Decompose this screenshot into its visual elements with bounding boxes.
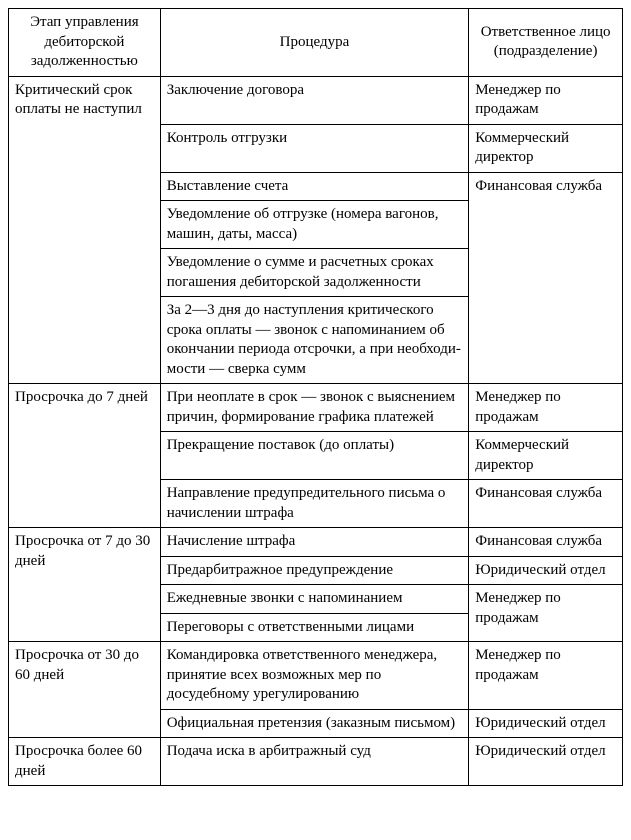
responsible-cell: Юридический отдел — [469, 709, 623, 738]
procedure-cell: Уведомление об отгрузке (номера вагонов,… — [160, 201, 469, 249]
procedure-cell: Подача иска в арбитражный суд — [160, 738, 469, 786]
responsible-cell: Менеджер по продажам — [469, 76, 623, 124]
debt-management-table: Этап управления дебиторской задолженност… — [8, 8, 623, 786]
responsible-cell: Менеджер по продажам — [469, 384, 623, 432]
stage-cell: Просрочка до 7 дней — [9, 384, 161, 528]
table-row: Просрочка от 30 до 60 днейКомандировка о… — [9, 642, 623, 710]
procedure-cell: Начисление штрафа — [160, 528, 469, 557]
procedure-cell: Контроль отгрузки — [160, 124, 469, 172]
col-header-stage: Этап управления дебиторской задолженност… — [9, 9, 161, 77]
stage-cell: Просрочка от 7 до 30 дней — [9, 528, 161, 642]
procedure-cell: За 2—3 дня до наступления кри­тического … — [160, 297, 469, 384]
table-row: Просрочка до 7 днейПри неоплате в срок —… — [9, 384, 623, 432]
procedure-cell: Командировка ответственного менеджера, п… — [160, 642, 469, 710]
procedure-cell: Прекращение поставок (до оплаты) — [160, 432, 469, 480]
procedure-cell: Заключение договора — [160, 76, 469, 124]
stage-cell: Просрочка более 60 дней — [9, 738, 161, 786]
responsible-cell: Юридический отдел — [469, 556, 623, 585]
responsible-cell: Юридический отдел — [469, 738, 623, 786]
table-header: Этап управления дебиторской задолженност… — [9, 9, 623, 77]
stage-cell: Критический срок оплаты не наступил — [9, 76, 161, 384]
procedure-cell: Официальная претензия (заказным письмом) — [160, 709, 469, 738]
responsible-cell: Финансовая служба — [469, 528, 623, 557]
table-row: Просрочка более 60 днейПодача иска в арб… — [9, 738, 623, 786]
procedure-cell: Направление предупредительного письма о … — [160, 480, 469, 528]
responsible-cell: Коммерческий директор — [469, 432, 623, 480]
procedure-cell: Переговоры с ответственными лицами — [160, 613, 469, 642]
procedure-cell: Ежедневные звонки с напомина­нием — [160, 585, 469, 614]
responsible-cell: Финансовая служба — [469, 172, 623, 384]
procedure-cell: Уведомление о сумме и расчетных сроках п… — [160, 249, 469, 297]
responsible-cell: Финансовая служба — [469, 480, 623, 528]
responsible-cell: Менеджер по продажам — [469, 585, 623, 642]
responsible-cell: Коммерческий директор — [469, 124, 623, 172]
col-header-responsible: Ответственное лицо (подраз­деление) — [469, 9, 623, 77]
table-body: Критический срок оплаты не наступилЗаклю… — [9, 76, 623, 786]
procedure-cell: При неоплате в срок — звонок с выяснение… — [160, 384, 469, 432]
stage-cell: Просрочка от 30 до 60 дней — [9, 642, 161, 738]
procedure-cell: Предарбитражное предупреждение — [160, 556, 469, 585]
responsible-cell: Менеджер по продажам — [469, 642, 623, 710]
table-row: Просрочка от 7 до 30 днейНачисление штра… — [9, 528, 623, 557]
table-row: Критический срок оплаты не наступилЗаклю… — [9, 76, 623, 124]
procedure-cell: Выставление счета — [160, 172, 469, 201]
col-header-procedure: Процедура — [160, 9, 469, 77]
